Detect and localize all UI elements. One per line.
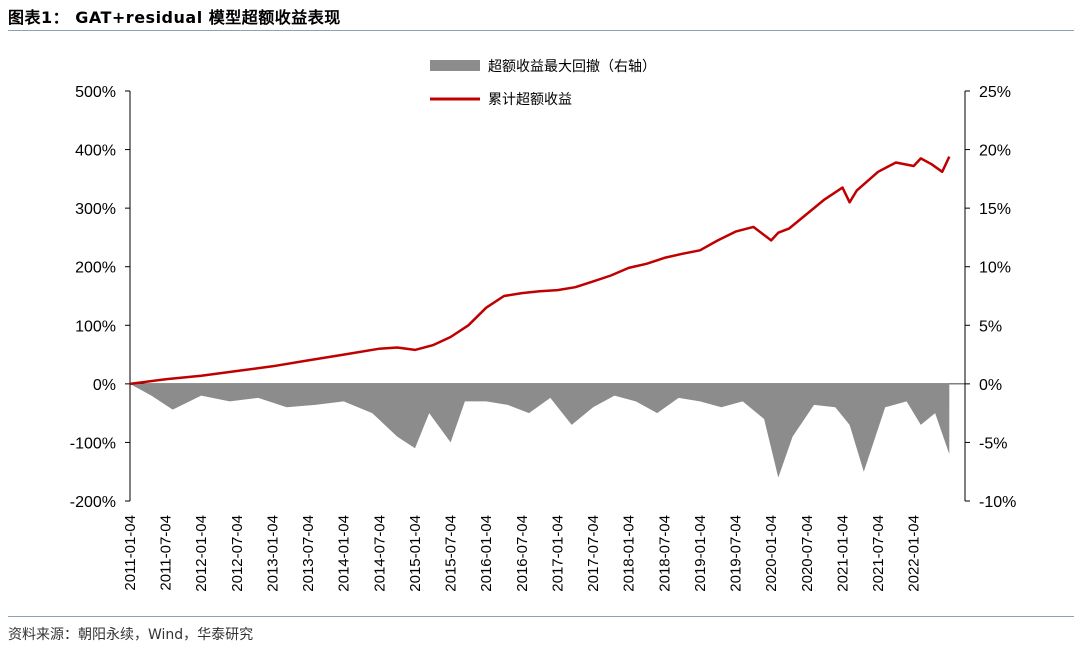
x-tick-label: 2015-01-04 <box>407 515 424 592</box>
x-tick-label: 2011-01-04 <box>122 515 139 591</box>
x-axis-ticks: 2011-01-04 2011-07-04 2012-01-04 2012-07-04… <box>122 515 923 592</box>
left-tick-label: 0% <box>93 377 116 394</box>
right-tick-label: 25% <box>979 84 1011 101</box>
left-tick-label: 200% <box>75 260 116 277</box>
cumulative-excess-line <box>129 156 951 386</box>
right-tick-label: -10% <box>979 494 1016 511</box>
left-tick-label: -200% <box>70 494 116 511</box>
right-tick-label: 10% <box>979 260 1011 277</box>
x-tick-label: 2014-07-04 <box>371 515 388 592</box>
left-tick-label: 400% <box>75 143 116 160</box>
x-tick-label: 2013-07-04 <box>300 515 317 592</box>
x-tick-label: 2022-01-04 <box>906 515 923 592</box>
legend-label-cumulative: 累计超额收益 <box>488 92 572 108</box>
left-tick-label: 500% <box>75 84 116 101</box>
left-tick-label: 300% <box>75 201 116 218</box>
title-rule <box>8 30 1074 31</box>
x-tick-label: 2019-01-04 <box>692 515 709 592</box>
x-tick-label: 2011-07-04 <box>158 515 175 591</box>
x-tick-label: 2021-07-04 <box>870 515 887 592</box>
chart: 超额收益最大回撤（右轴） 累计超额收益 500% 400% 300% 200% 100%… <box>70 59 1017 592</box>
x-tick-label: 2014-01-04 <box>336 515 353 592</box>
left-tick-label: -100% <box>70 435 116 452</box>
right-tick-label: 5% <box>979 318 1002 335</box>
right-tick-label: 20% <box>979 143 1011 160</box>
x-tick-label: 2015-07-04 <box>443 515 460 592</box>
axes: 500% 400% 300% 200% 100% 0% -100% -200% 25% 20% 15… <box>70 84 1017 511</box>
x-tick-label: 2020-07-04 <box>799 515 816 592</box>
drawdown-area <box>130 383 950 478</box>
cumulative-line-layer <box>129 156 951 386</box>
drawdown-area-shape <box>130 383 950 478</box>
legend-swatch-drawdown <box>430 60 480 71</box>
footer-rule <box>8 616 1074 617</box>
x-tick-label: 2018-07-04 <box>656 515 673 592</box>
x-tick-label: 2017-01-04 <box>549 515 566 592</box>
x-tick-label: 2012-07-04 <box>229 515 246 592</box>
x-tick-label: 2017-07-04 <box>585 515 602 592</box>
x-tick-label: 2021-01-04 <box>834 515 851 592</box>
x-tick-label: 2012-01-04 <box>193 515 210 592</box>
source-note: 资料来源：朝阳永续，Wind，华泰研究 <box>8 627 254 643</box>
left-tick-label: 100% <box>75 318 116 335</box>
x-tick-label: 2018-01-04 <box>621 515 638 592</box>
right-tick-label: 15% <box>979 201 1011 218</box>
x-tick-label: 2016-01-04 <box>478 515 495 592</box>
right-tick-label: -5% <box>979 435 1007 452</box>
x-tick-label: 2016-07-04 <box>514 515 531 592</box>
x-tick-label: 2020-01-04 <box>763 515 780 592</box>
x-tick-label: 2019-07-04 <box>728 515 745 592</box>
right-tick-label: 0% <box>979 377 1002 394</box>
figure-title: 图表1： GAT+residual 模型超额收益表现 <box>8 8 341 27</box>
x-tick-label: 2013-01-04 <box>264 515 281 592</box>
legend: 超额收益最大回撤（右轴） 累计超额收益 <box>430 59 656 108</box>
legend-label-drawdown: 超额收益最大回撤（右轴） <box>488 59 656 75</box>
